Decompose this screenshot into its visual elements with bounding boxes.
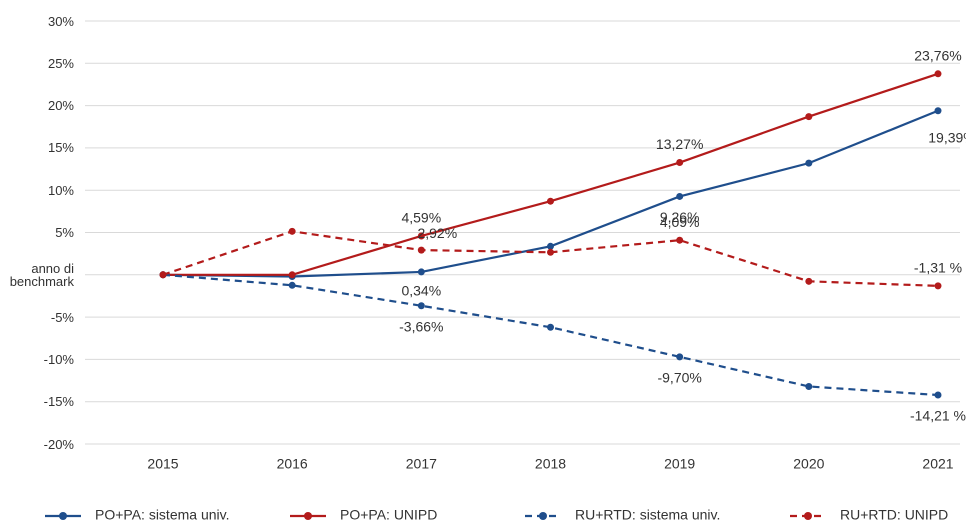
legend-label: RU+RTD: sistema univ. bbox=[575, 507, 720, 523]
data-point bbox=[417, 246, 425, 254]
x-tick-label: 2015 bbox=[147, 456, 178, 472]
data-label: -1,31 % bbox=[914, 260, 962, 276]
data-point bbox=[288, 271, 296, 279]
data-point bbox=[676, 192, 684, 200]
data-label: 0,34% bbox=[401, 283, 441, 299]
x-tick-label: 2016 bbox=[277, 456, 308, 472]
data-label: 13,27% bbox=[656, 136, 703, 152]
legend-marker bbox=[59, 512, 67, 520]
y-tick-label: -20% bbox=[43, 436, 74, 452]
data-point bbox=[934, 107, 942, 115]
data-point bbox=[547, 197, 554, 205]
x-tick-label: 2019 bbox=[664, 456, 695, 472]
y-tick-label: 15% bbox=[47, 140, 74, 156]
data-label: 23,76% bbox=[914, 47, 961, 63]
legend-label: RU+RTD: UNIPD bbox=[840, 507, 948, 523]
data-label: 19,39% bbox=[928, 129, 966, 145]
data-label: -9,70% bbox=[657, 370, 701, 386]
data-point bbox=[159, 271, 167, 279]
x-tick-label: 2017 bbox=[406, 456, 437, 472]
legend-label: PO+PA: UNIPD bbox=[340, 507, 437, 523]
series-line bbox=[162, 273, 939, 397]
legend-marker bbox=[539, 512, 547, 520]
x-tick-label: 2018 bbox=[535, 456, 566, 472]
data-point bbox=[288, 227, 296, 235]
data-point bbox=[934, 70, 942, 78]
data-point bbox=[934, 282, 942, 290]
data-label: 4,59% bbox=[401, 210, 441, 226]
legend-label: PO+PA: sistema univ. bbox=[95, 507, 229, 523]
data-label: -14,21 % bbox=[910, 408, 966, 424]
data-label: 9,26% bbox=[660, 209, 700, 225]
y-tick-label: 30% bbox=[47, 13, 74, 29]
legend-marker bbox=[304, 512, 312, 520]
y-tick-label: -10% bbox=[43, 351, 74, 367]
y-tick-label: 10% bbox=[47, 182, 74, 198]
data-label: 2,92% bbox=[417, 225, 457, 241]
data-point bbox=[288, 281, 296, 289]
data-point bbox=[676, 236, 684, 244]
data-point bbox=[547, 248, 554, 256]
data-point bbox=[805, 159, 813, 167]
data-point bbox=[417, 302, 425, 310]
y-tick-label: 20% bbox=[47, 98, 74, 114]
data-point bbox=[676, 353, 684, 361]
y-tick-label: -15% bbox=[43, 394, 74, 410]
legend-marker bbox=[804, 512, 812, 520]
y-tick-label: 25% bbox=[47, 55, 74, 71]
data-point bbox=[547, 323, 554, 331]
y-tick-label: -5% bbox=[50, 309, 74, 325]
series-line bbox=[162, 230, 939, 287]
data-label: -3,66% bbox=[399, 318, 443, 334]
x-tick-label: 2021 bbox=[922, 456, 953, 472]
x-tick-label: 2020 bbox=[793, 456, 824, 472]
data-label: 4,09% bbox=[660, 214, 700, 230]
data-point bbox=[417, 232, 425, 240]
data-point bbox=[676, 159, 684, 167]
data-point bbox=[934, 391, 942, 399]
data-point bbox=[805, 277, 813, 285]
data-point bbox=[805, 113, 813, 121]
y-tick-label: anno di benchmark bbox=[9, 260, 74, 289]
data-point bbox=[547, 242, 554, 250]
data-point bbox=[417, 268, 425, 276]
data-point bbox=[805, 382, 813, 390]
y-tick-label: 5% bbox=[55, 225, 74, 240]
